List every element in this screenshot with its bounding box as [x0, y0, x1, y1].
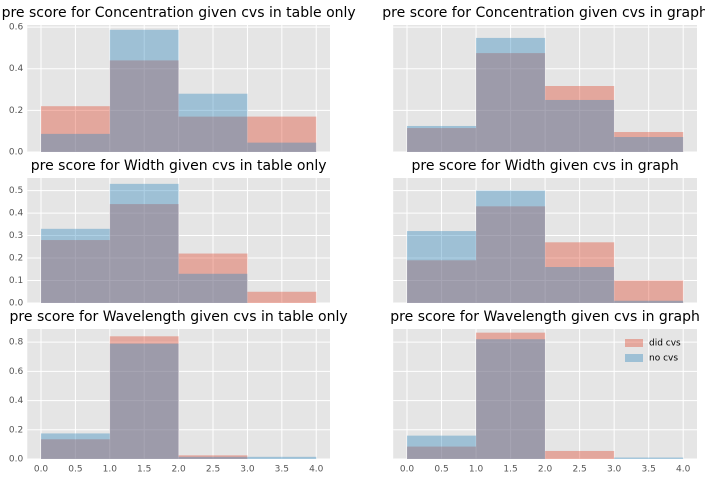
x-tick-label: 1.0: [469, 465, 484, 475]
x-tick-label: 2.5: [572, 465, 586, 475]
histogram-bar: [109, 60, 179, 152]
y-tick-label: 0.6: [9, 367, 24, 377]
x-tick-label: 1.5: [503, 465, 517, 475]
x-tick-label: 0.0: [34, 465, 49, 475]
x-tick-label: 3.0: [607, 465, 622, 475]
histogram-bar: [178, 93, 248, 152]
y-tick-label: 0.3: [9, 231, 23, 241]
histogram-bar: [545, 242, 615, 303]
y-tick-label: 0.0: [9, 455, 24, 465]
histogram-bar: [247, 291, 317, 303]
x-tick-label: 0.5: [68, 465, 82, 475]
histogram-bar: [178, 273, 248, 303]
subplot-title: pre score for Width given cvs in graph: [411, 158, 678, 174]
histogram-bar: [476, 190, 546, 303]
legend-swatch: [625, 354, 643, 362]
histogram-bar: [178, 253, 248, 303]
x-tick-label: 3.5: [642, 465, 656, 475]
y-tick-label: 0.4: [9, 64, 24, 74]
histogram-bar: [109, 29, 179, 152]
subplot: pre score for Wavelength given cvs in ta…: [9, 309, 348, 475]
histogram-bar: [178, 456, 248, 459]
histogram-bar: [41, 106, 110, 152]
histogram-bar: [407, 128, 477, 152]
histogram-bar: [476, 37, 546, 152]
subplot-title: pre score for Wavelength given cvs in ta…: [10, 309, 348, 325]
x-tick-label: 2.0: [538, 465, 553, 475]
subplot-title: pre score for Width given cvs in table o…: [31, 158, 327, 174]
y-tick-label: 0.2: [9, 106, 23, 116]
histogram-bar: [407, 446, 477, 459]
y-tick-label: 0.0: [9, 148, 24, 158]
histogram-bar: [545, 99, 615, 152]
y-tick-label: 0.4: [9, 209, 24, 219]
histogram-bar: [178, 116, 248, 152]
histogram-bar: [247, 142, 317, 152]
subplot: pre score for Concentration given cvs in…: [2, 5, 356, 158]
histogram-bar: [41, 240, 110, 303]
legend: did cvs no cvs: [625, 339, 681, 364]
histogram-bar: [407, 260, 477, 303]
y-tick-label: 0.0: [9, 299, 24, 309]
histogram-bar: [476, 332, 546, 459]
y-tick-label: 0.1: [9, 276, 23, 286]
x-tick-label: 2.0: [171, 465, 186, 475]
histogram-bar: [614, 132, 684, 152]
y-tick-label: 0.2: [9, 254, 23, 264]
histogram-bar: [109, 204, 179, 303]
histogram-bar: [476, 206, 546, 303]
histogram-bar: [614, 280, 684, 303]
x-tick-label: 2.5: [206, 465, 220, 475]
y-tick-label: 0.4: [9, 396, 24, 406]
histogram-bar: [41, 133, 110, 152]
y-tick-label: 0.8: [9, 338, 24, 348]
histogram-bar: [476, 339, 546, 459]
subplot-title: pre score for Wavelength given cvs in gr…: [390, 309, 700, 325]
histogram-bar: [407, 231, 477, 303]
subplot-title: pre score for Concentration given cvs in…: [382, 5, 705, 21]
x-tick-label: 4.0: [309, 465, 324, 475]
x-tick-label: 0.0: [400, 465, 415, 475]
x-tick-label: 1.5: [137, 465, 151, 475]
subplot-title: pre score for Concentration given cvs in…: [2, 5, 356, 21]
x-tick-label: 1.0: [103, 465, 118, 475]
y-tick-label: 0.5: [9, 186, 23, 196]
histogram-bar: [545, 86, 615, 152]
histogram-bar: [545, 450, 615, 459]
histogram-bar: [247, 116, 317, 152]
histogram-bar: [109, 343, 179, 459]
legend-swatch: [625, 339, 643, 347]
histogram-bar: [41, 433, 110, 459]
histogram-bar: [476, 53, 546, 153]
subplot: pre score for Concentration given cvs in…: [382, 5, 705, 153]
y-tick-label: 0.2: [9, 425, 23, 435]
x-tick-label: 4.0: [676, 465, 691, 475]
histogram-bar: [247, 456, 317, 459]
subplot: pre score for Wavelength given cvs in gr…: [390, 309, 700, 475]
histogram-bar: [614, 457, 684, 459]
histogram-bar: [178, 455, 248, 459]
histogram-bar: [614, 300, 684, 303]
subplot: pre score for Width given cvs in table o…: [9, 158, 330, 309]
subplot: pre score for Width given cvs in graph: [393, 158, 697, 304]
x-tick-label: 0.5: [434, 465, 448, 475]
histogram-bar: [407, 435, 477, 459]
legend-label: no cvs: [649, 354, 678, 364]
legend-label: did cvs: [649, 339, 681, 349]
histogram-bar: [41, 228, 110, 303]
x-tick-label: 3.0: [240, 465, 255, 475]
histogram-bar: [109, 336, 179, 459]
y-tick-label: 0.6: [9, 23, 24, 33]
histogram-bar: [407, 125, 477, 152]
histogram-bar: [545, 267, 615, 303]
histogram-bar: [41, 439, 110, 459]
histogram-bar: [109, 183, 179, 303]
x-tick-label: 3.5: [275, 465, 289, 475]
histogram-bar: [614, 137, 684, 152]
